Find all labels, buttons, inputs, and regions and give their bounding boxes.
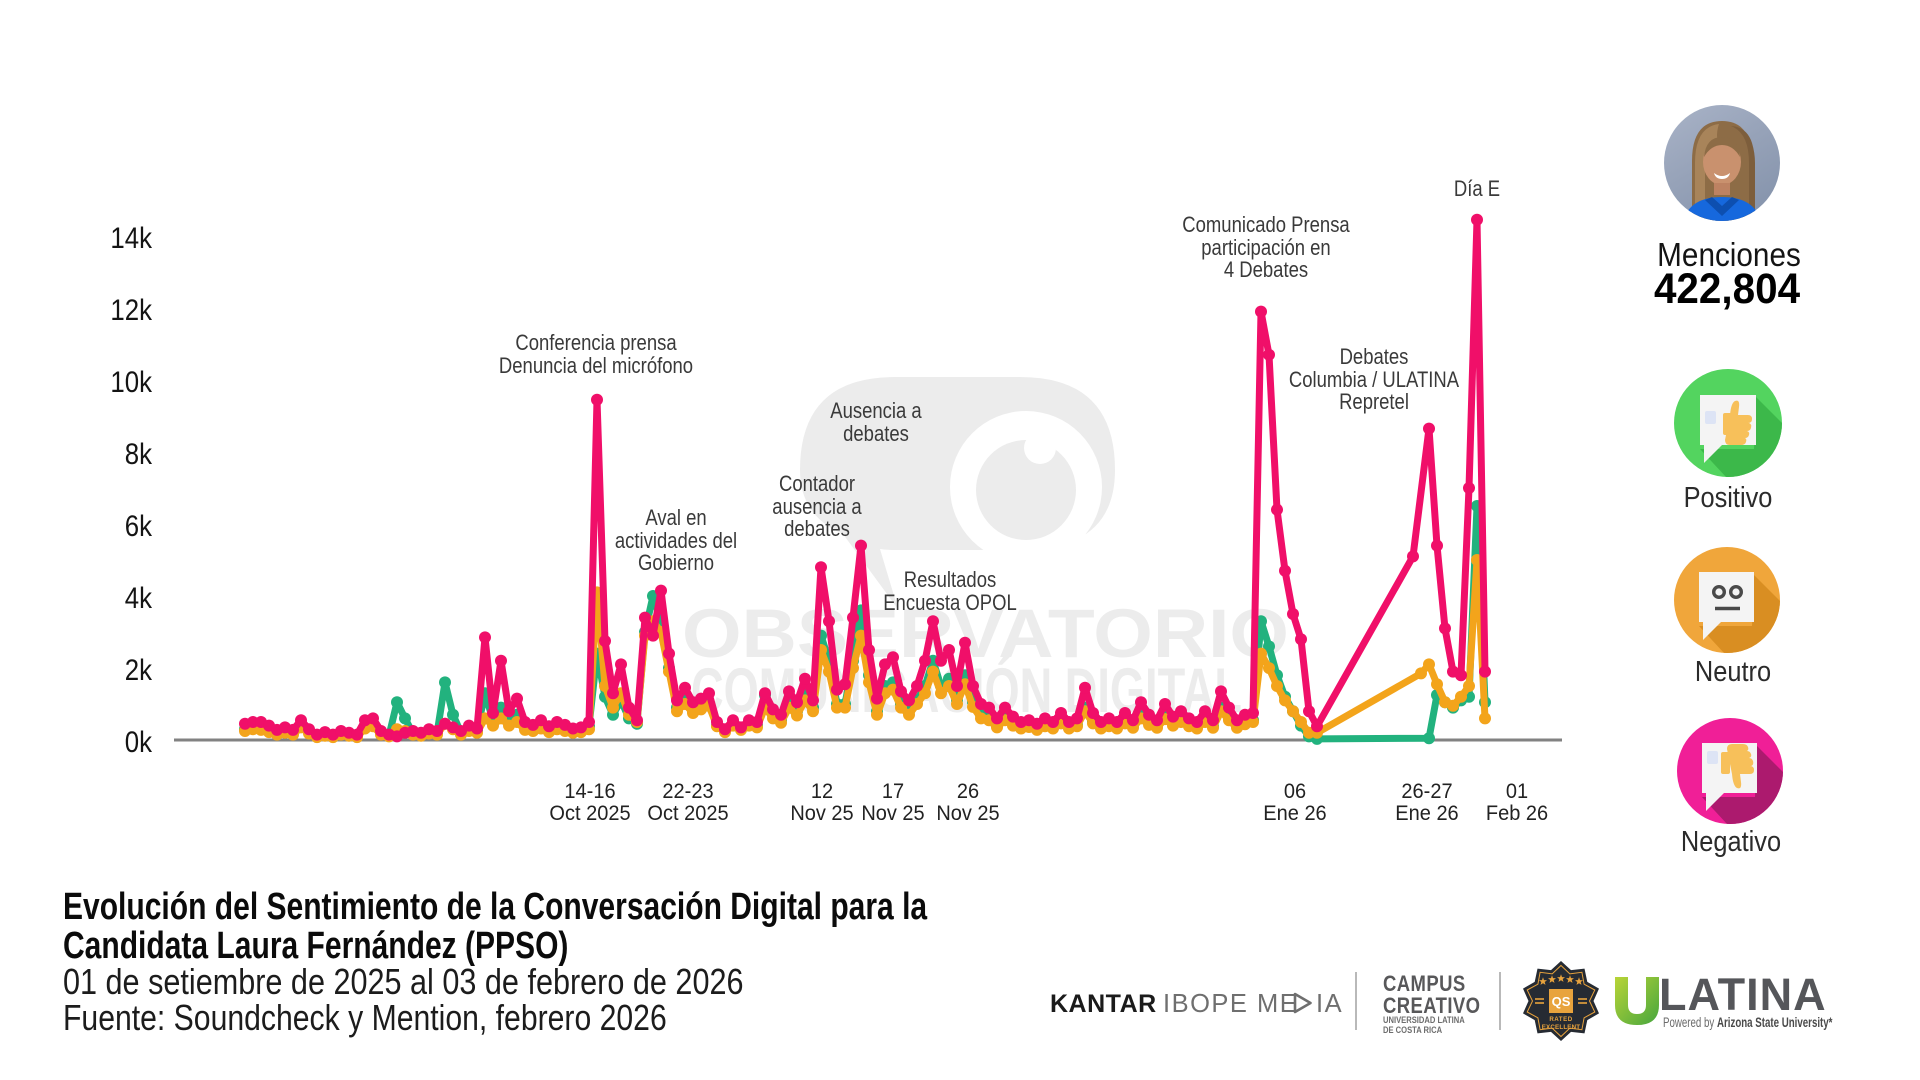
svg-text:RATED: RATED	[1549, 1016, 1572, 1023]
svg-text:IBOPE ME: IBOPE ME	[1163, 990, 1298, 1018]
svg-text:EXCELLENT: EXCELLENT	[1542, 1024, 1581, 1031]
svg-text:Powered by Arizona State Unive: Powered by Arizona State University*	[1663, 1016, 1833, 1031]
svg-text:QS: QS	[1552, 994, 1571, 1009]
svg-text:KANTAR: KANTAR	[1050, 990, 1157, 1018]
svg-text:IA: IA	[1316, 990, 1343, 1018]
svg-text:LATINA: LATINA	[1659, 969, 1827, 1020]
svg-text:OBSERVATORIO: OBSERVATORIO	[682, 595, 1289, 672]
